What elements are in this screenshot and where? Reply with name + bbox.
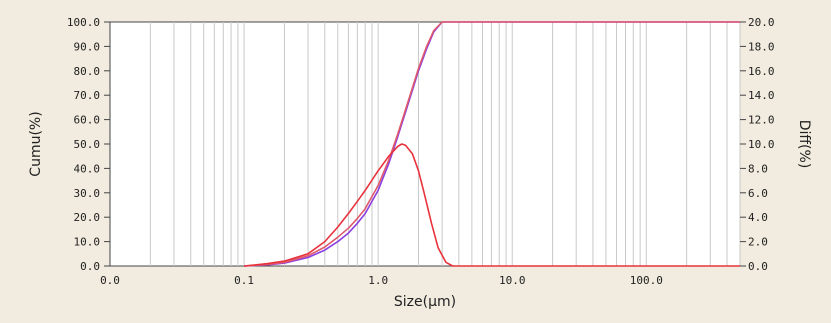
y-right-tick-label: 10.0 — [748, 138, 775, 151]
y-right-tick-label: 18.0 — [748, 40, 775, 53]
y-left-axis-title: Cumu(%) — [28, 111, 44, 176]
x-tick-label: 100.0 — [630, 274, 663, 287]
series-lines — [244, 21, 740, 267]
y-right-tick-label: 12.0 — [748, 114, 775, 127]
y-left-tick-label: 100.0 — [67, 16, 100, 29]
y-left-tick-label: 60.0 — [74, 114, 101, 127]
x-tick-label: 0.1 — [234, 274, 254, 287]
series-line-3 — [244, 143, 740, 267]
x-tick-label: 0.0 — [100, 274, 120, 287]
y-right-tick-label: 4.0 — [748, 211, 768, 224]
y-left-tick-label: 20.0 — [74, 211, 101, 224]
series-line-2 — [244, 21, 740, 267]
y-right-tick-label: 20.0 — [748, 16, 775, 29]
y-right-axis-title: Diff(%) — [796, 120, 812, 169]
x-tick-label: 10.0 — [499, 274, 526, 287]
y-right-tick-label: 8.0 — [748, 162, 768, 175]
y-left-tick-label: 0.0 — [80, 260, 100, 273]
y-left-tick-label: 40.0 — [74, 162, 101, 175]
y-left-tick-label: 50.0 — [74, 138, 101, 151]
grid-lines — [149, 22, 741, 266]
y-left-tick-label: 80.0 — [74, 65, 101, 78]
y-left-tick-label: 10.0 — [74, 236, 101, 249]
y-right-tick-labels: 0.0 2.0 4.0 6.0 8.0 10.0 12.0 14.0 16.0 18.0 20.0 — [740, 16, 775, 273]
y-left-tick-labels: 0.0 10.0 20.0 30.0 40.0 50.0 60.0 70.0 80.0 90.0 1… — [67, 16, 110, 273]
x-axis-title: Size(μm) — [394, 294, 456, 310]
y-left-tick-label: 30.0 — [74, 187, 101, 200]
y-right-tick-label: 0.0 — [748, 260, 768, 273]
x-tick-labels: 0.0 0.1 1.0 10.0 100.0 — [100, 274, 663, 287]
y-left-tick-label: 90.0 — [74, 40, 101, 53]
y-right-tick-label: 2.0 — [748, 236, 768, 249]
y-left-tick-label: 70.0 — [74, 89, 101, 102]
y-right-tick-label: 6.0 — [748, 187, 768, 200]
series-line-1 — [244, 21, 740, 267]
x-tick-label: 1.0 — [368, 274, 388, 287]
y-right-tick-label: 16.0 — [748, 65, 775, 78]
plot-area — [109, 21, 741, 267]
y-right-tick-label: 14.0 — [748, 89, 775, 102]
